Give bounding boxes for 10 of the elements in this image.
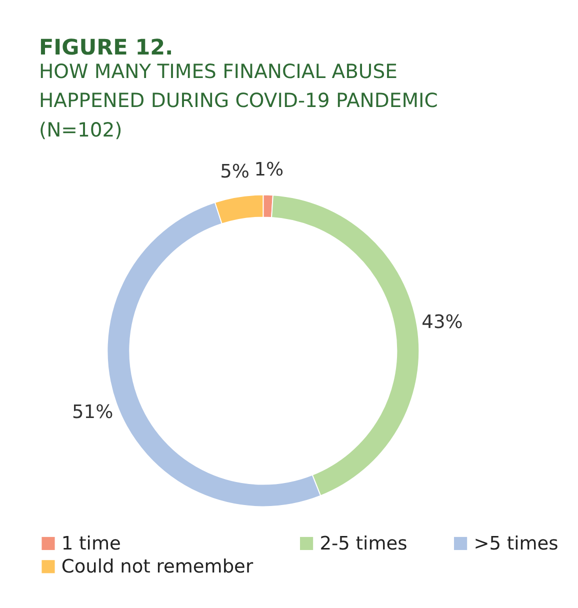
- legend-label: Could not remember: [61, 556, 254, 578]
- data-label: 51%: [72, 402, 114, 423]
- data-label: 5%: [220, 162, 250, 183]
- legend-label: >5 times: [474, 533, 558, 554]
- chart-title: FIGURE 12.: [38, 36, 174, 61]
- data-label: 1%: [254, 159, 284, 180]
- legend-label: 1 time: [61, 533, 121, 554]
- chart-subtitle: HOW MANY TIMES FINANCIAL ABUSE HAPPENED DURING COVID-19 PANDEMIC (N=102): [38, 60, 438, 142]
- data-label: 43%: [422, 312, 463, 334]
- legend-label: 2-5 times: [320, 533, 408, 554]
